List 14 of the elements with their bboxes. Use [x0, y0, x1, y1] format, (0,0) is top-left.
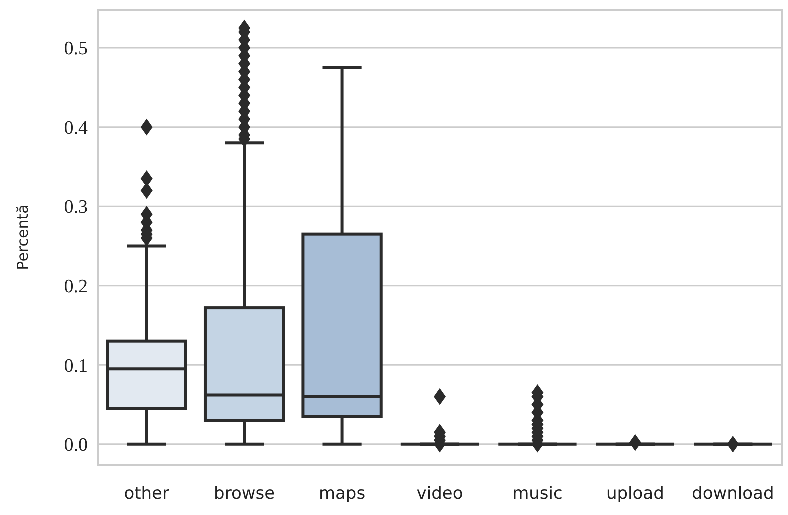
- y-tick-label: 0.0: [64, 435, 88, 456]
- y-tick-label: 0.2: [64, 276, 88, 298]
- y-tick-label: 0.3: [64, 197, 88, 218]
- y-tick-label: 0.1: [64, 356, 88, 377]
- x-tick-label: other: [124, 484, 170, 504]
- x-tick-label: maps: [318, 484, 366, 504]
- x-tick-label: music: [512, 484, 563, 504]
- x-tick-label: browse: [214, 484, 276, 504]
- x-tick-label: video: [416, 484, 464, 504]
- y-tick-label: 0.4: [64, 118, 88, 139]
- y-axis-title: Percentă: [14, 204, 32, 270]
- x-tick-label: upload: [606, 484, 664, 504]
- x-tick-label: download: [692, 484, 774, 504]
- y-tick-label: 0.5: [64, 38, 88, 60]
